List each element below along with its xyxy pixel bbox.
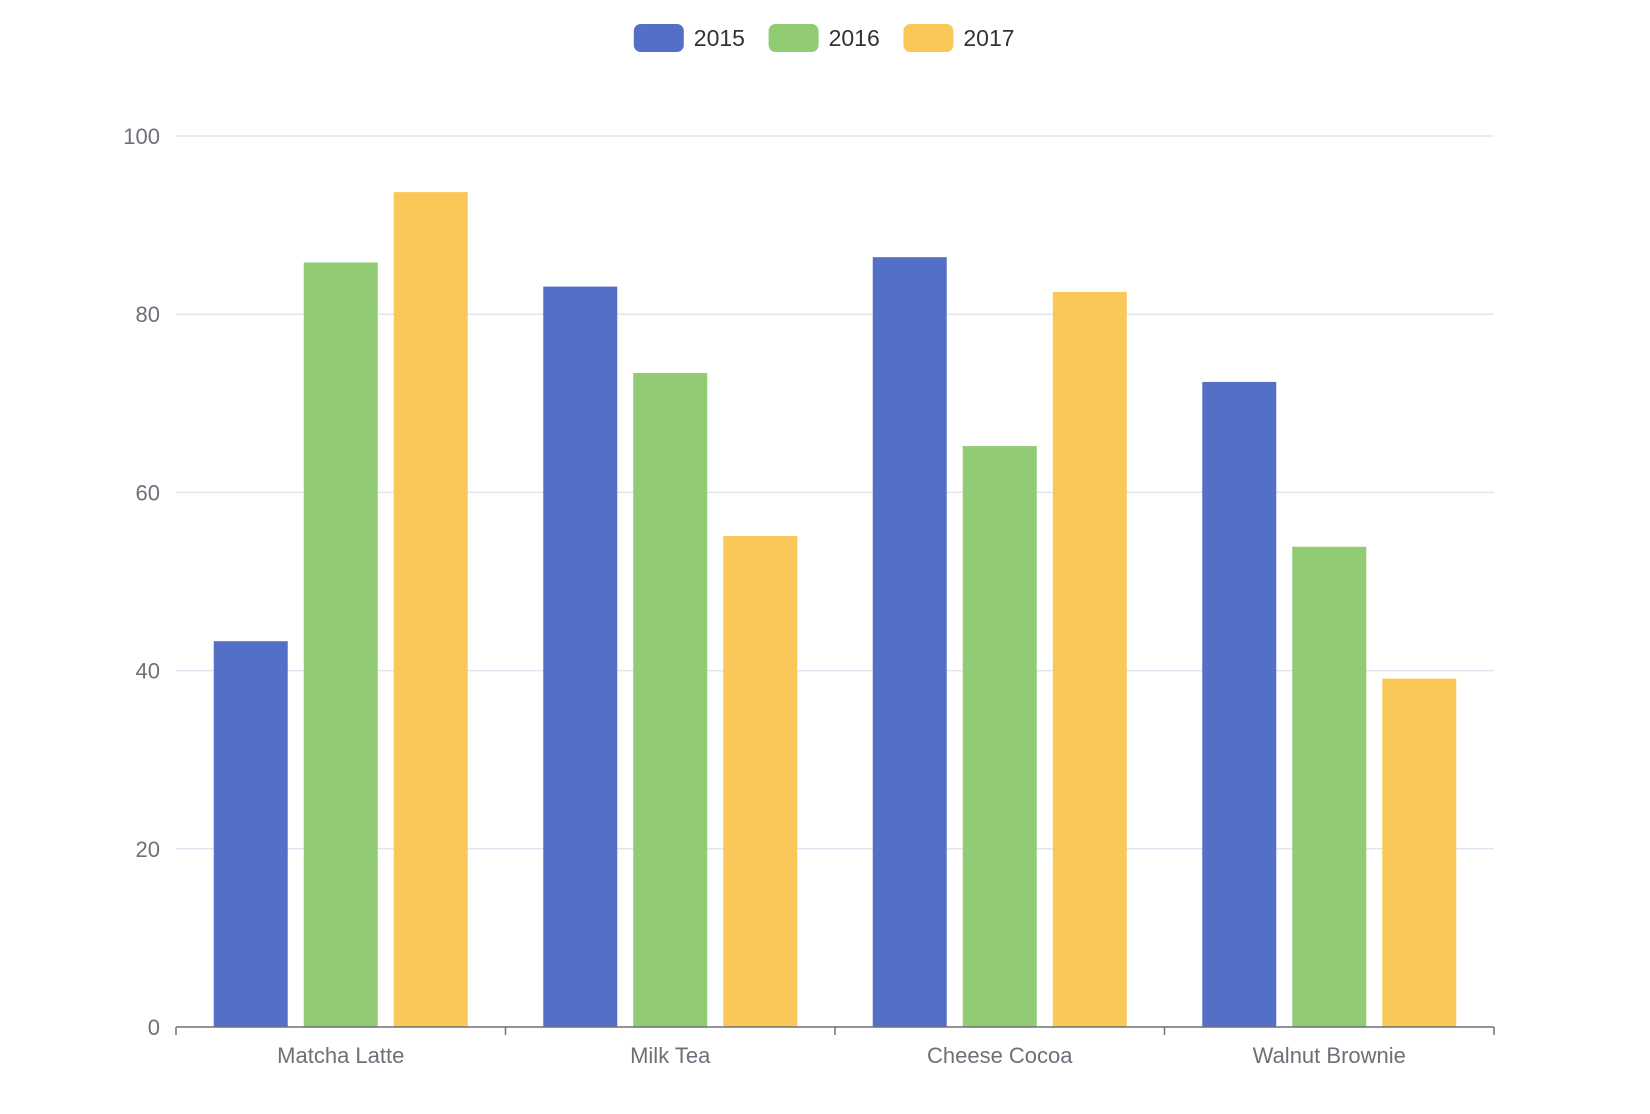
bar[interactable] xyxy=(633,373,708,1028)
legend-label: 2015 xyxy=(694,25,745,51)
y-tick-label: 20 xyxy=(136,837,160,862)
bar[interactable] xyxy=(1202,381,1277,1027)
x-tick-label: Milk Tea xyxy=(630,1043,711,1068)
bar[interactable] xyxy=(872,257,947,1027)
legend-item[interactable]: 2016 xyxy=(768,24,880,52)
bar[interactable] xyxy=(723,536,798,1027)
legend-label: 2017 xyxy=(963,25,1014,51)
bar[interactable] xyxy=(1292,546,1367,1027)
x-tick-label: Matcha Latte xyxy=(277,1043,404,1068)
y-tick-label: 80 xyxy=(136,302,160,327)
y-axis: 0 20 40 60 80 100 xyxy=(123,124,160,1040)
legend: 2015 2016 2017 xyxy=(633,24,1015,52)
legend-swatch xyxy=(633,24,684,52)
x-axis: Matcha Latte Milk Tea Cheese Cocoa Walnut B… xyxy=(175,1026,1495,1068)
bar[interactable] xyxy=(303,262,378,1028)
y-tick-label: 0 xyxy=(148,1015,160,1040)
x-tick-label: Walnut Brownie xyxy=(1253,1043,1406,1068)
bar[interactable] xyxy=(1052,291,1127,1027)
bars xyxy=(213,192,1457,1028)
bar[interactable] xyxy=(213,641,288,1027)
bar[interactable] xyxy=(393,192,468,1027)
bar[interactable] xyxy=(543,286,618,1028)
x-tick-label: Cheese Cocoa xyxy=(927,1043,1073,1068)
bar[interactable] xyxy=(1382,678,1457,1027)
y-tick-label: 40 xyxy=(136,659,160,684)
legend-item[interactable]: 2017 xyxy=(903,24,1015,52)
legend-swatch xyxy=(903,24,954,52)
y-tick-label: 100 xyxy=(123,124,160,149)
bar[interactable] xyxy=(962,446,1037,1027)
legend-swatch xyxy=(768,24,819,52)
legend-item[interactable]: 2015 xyxy=(633,24,745,52)
legend-label: 2016 xyxy=(829,25,880,51)
y-tick-label: 60 xyxy=(136,480,160,505)
